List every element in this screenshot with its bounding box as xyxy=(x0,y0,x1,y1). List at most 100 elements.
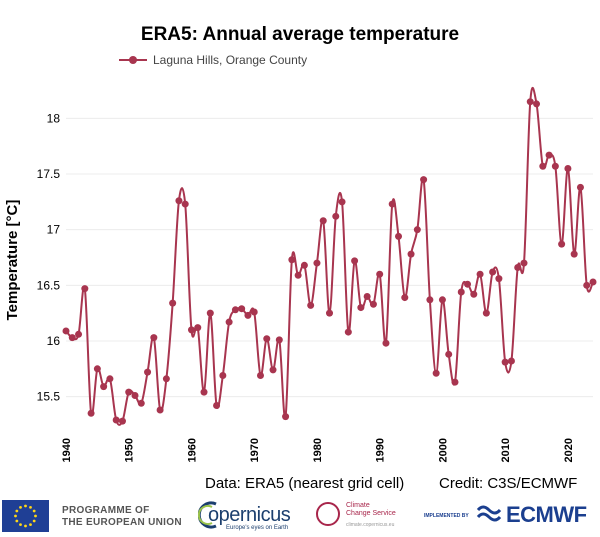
c3s-url: climate.copernicus.eu xyxy=(346,522,395,528)
data-point xyxy=(526,98,534,106)
data-point xyxy=(150,334,158,342)
x-tick-labels: 1940 1950 1960 1970 1980 1990 2000 2010 2020 xyxy=(61,438,575,462)
data-point xyxy=(576,183,584,191)
data-point xyxy=(338,198,346,206)
copernicus-logo-icon xyxy=(198,501,217,529)
c3s-label: Climate Change Service xyxy=(346,502,396,518)
data-point xyxy=(445,350,453,358)
c3s-line-1: Climate xyxy=(346,502,370,509)
copernicus-wordmark: opernicus xyxy=(208,504,291,526)
data-point xyxy=(156,406,164,414)
y-tick-labels: 15.5 16 16.5 17 17.5 18 xyxy=(37,111,61,403)
x-tick-label: 1970 xyxy=(249,438,261,462)
x-tick-label: 1960 xyxy=(186,438,198,462)
y-tick-label: 17 xyxy=(47,223,61,237)
data-points xyxy=(62,98,597,425)
data-point xyxy=(269,366,277,374)
data-point xyxy=(100,383,108,391)
data-point xyxy=(231,306,239,314)
data-point xyxy=(75,330,83,338)
data-point xyxy=(93,365,101,373)
chart-title: ERA5: Annual average temperature xyxy=(141,24,459,45)
data-point xyxy=(388,200,396,208)
data-point xyxy=(495,275,503,283)
data-point xyxy=(507,357,515,365)
data-point xyxy=(162,375,170,383)
data-point xyxy=(369,300,377,308)
legend-label: Laguna Hills, Orange County xyxy=(153,53,307,67)
x-tick-label: 2010 xyxy=(500,438,512,462)
data-point xyxy=(319,217,327,225)
data-point xyxy=(457,288,465,296)
grid-lines xyxy=(66,117,593,398)
eu-flag-icon xyxy=(2,500,49,532)
data-point xyxy=(476,270,484,278)
data-point xyxy=(539,162,547,170)
y-tick-label: 18 xyxy=(47,111,61,125)
data-point xyxy=(263,335,271,343)
source-credit: Credit: C3S/ECMWF xyxy=(439,475,577,492)
data-point xyxy=(169,299,177,307)
data-point xyxy=(470,290,478,298)
data-point xyxy=(81,285,89,293)
data-point xyxy=(300,261,308,269)
copernicus-tagline: Europe's eyes on Earth xyxy=(226,525,289,531)
data-point xyxy=(256,371,264,379)
data-point xyxy=(432,369,440,377)
data-point xyxy=(570,250,578,258)
data-point xyxy=(551,162,559,170)
data-point xyxy=(219,371,227,379)
data-point xyxy=(426,296,434,304)
c3s-thermometer-icon xyxy=(316,502,340,526)
footer-logos: PROGRAMME OF THE EUROPEAN UNION opernicu… xyxy=(0,496,600,534)
data-point xyxy=(181,200,189,208)
data-point xyxy=(244,311,252,319)
data-point xyxy=(250,308,258,316)
eu-line-1: PROGRAMME OF xyxy=(62,505,150,516)
data-credit: Data: ERA5 (nearest grid cell) xyxy=(205,475,404,492)
data-point xyxy=(357,304,365,312)
data-point xyxy=(520,259,528,267)
data-point xyxy=(407,250,415,258)
data-point xyxy=(382,339,390,347)
data-point xyxy=(564,164,572,172)
data-point xyxy=(489,268,497,276)
data-point xyxy=(351,257,359,265)
data-point xyxy=(583,281,591,289)
data-point xyxy=(200,388,208,396)
data-point xyxy=(213,402,221,410)
x-tick-label: 1980 xyxy=(312,438,324,462)
data-point xyxy=(420,176,428,184)
data-point xyxy=(87,409,95,417)
data-point xyxy=(131,392,139,399)
data-point xyxy=(137,399,145,407)
ecmwf-wave-icon xyxy=(476,505,502,522)
series-line xyxy=(65,86,594,426)
y-tick-label: 16 xyxy=(47,334,61,348)
data-point xyxy=(238,305,246,313)
eu-programme-label: PROGRAMME OF THE EUROPEAN UNION xyxy=(62,505,182,529)
data-point xyxy=(194,324,202,332)
data-point xyxy=(589,278,597,286)
data-point xyxy=(533,100,541,108)
y-tick-label: 15.5 xyxy=(37,390,61,404)
data-point xyxy=(112,416,120,424)
x-tick-label: 2000 xyxy=(437,438,449,462)
legend-marker xyxy=(129,56,137,64)
data-point xyxy=(451,378,459,386)
data-point xyxy=(514,264,522,272)
c3s-line-2: Change Service xyxy=(346,510,396,517)
x-tick-label: 1940 xyxy=(61,438,73,462)
data-point xyxy=(464,280,472,288)
data-point xyxy=(68,334,76,342)
data-point xyxy=(175,197,183,205)
data-point xyxy=(545,151,553,159)
eu-line-2: THE EUROPEAN UNION xyxy=(62,517,182,528)
implemented-by-label: IMPLEMENTED BY xyxy=(424,513,469,519)
data-point xyxy=(438,296,446,304)
data-point xyxy=(288,256,296,264)
y-tick-label: 17.5 xyxy=(37,167,61,181)
data-point xyxy=(326,309,333,317)
data-point xyxy=(206,309,214,317)
data-point xyxy=(482,309,490,317)
